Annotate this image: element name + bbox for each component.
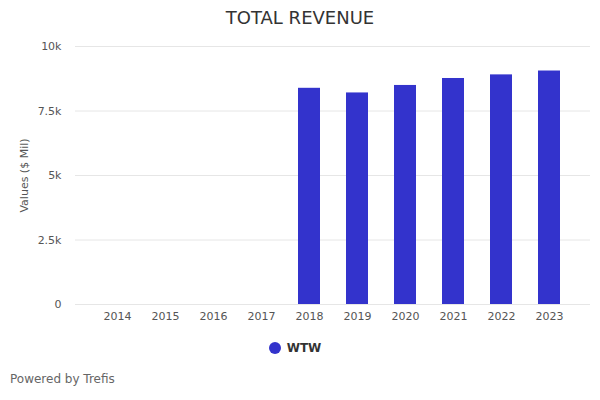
svg-text:2019: 2019 xyxy=(344,310,372,323)
svg-text:0: 0 xyxy=(55,298,62,311)
svg-text:2.5k: 2.5k xyxy=(38,234,62,247)
svg-text:5k: 5k xyxy=(48,169,62,182)
svg-text:10k: 10k xyxy=(41,40,62,53)
html-text:TOTAL REVENUE: TOTAL REVENUE xyxy=(225,7,375,28)
svg-text:2018: 2018 xyxy=(296,310,324,323)
svg-text:2016: 2016 xyxy=(200,310,228,323)
svg-text:2021: 2021 xyxy=(440,310,468,323)
svg-text:7.5k: 7.5k xyxy=(38,105,62,118)
html-text:Powered by Trefis: Powered by Trefis xyxy=(10,372,115,386)
svg-text:2015: 2015 xyxy=(152,310,180,323)
svg-text:2020: 2020 xyxy=(392,310,420,323)
svg-text:2017: 2017 xyxy=(248,310,276,323)
svg-text:2022: 2022 xyxy=(488,310,516,323)
svg-text:Values ($ Mil): Values ($ Mil) xyxy=(18,138,31,212)
svg-text:2023: 2023 xyxy=(536,310,564,323)
html-text:WTW: WTW xyxy=(286,341,322,355)
svg-text:2014: 2014 xyxy=(104,310,132,323)
